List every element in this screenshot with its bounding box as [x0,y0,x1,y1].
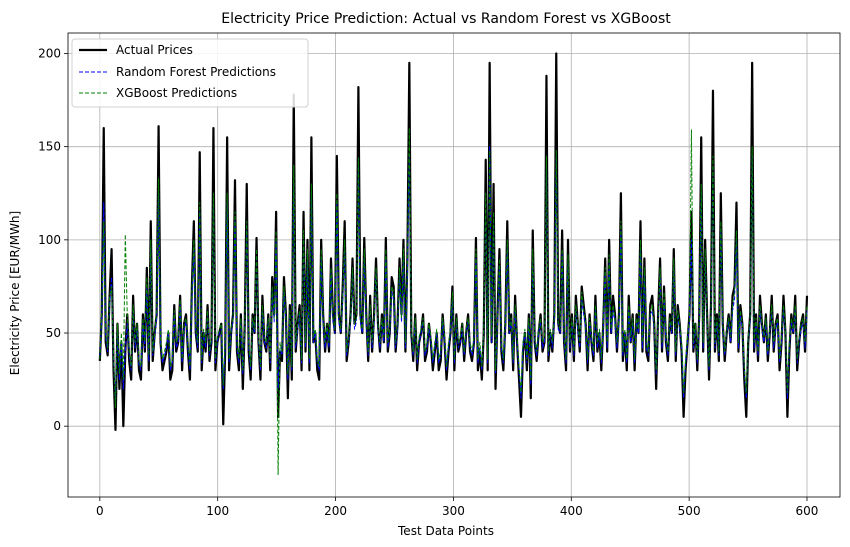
x-tick-label: 0 [96,504,104,518]
series-xgboost-line [99,127,808,476]
legend: Actual Prices Random Forest Predictions … [71,38,309,108]
legend-entry-xgboost: XGBoost Predictions [79,86,237,100]
y-axis: 0 50 100 150 200 [38,46,68,433]
y-tick-label: 150 [38,140,61,154]
y-tick-label: 100 [38,233,61,247]
x-tick-label: 100 [206,504,229,518]
x-tick-label: 500 [678,504,701,518]
chart-title: Electricity Price Prediction: Actual vs … [221,11,671,27]
series-lines [98,52,809,476]
legend-label-actual: Actual Prices [116,43,193,57]
y-tick-label: 0 [53,419,61,433]
x-tick-label: 300 [442,504,465,518]
legend-label-xgboost: XGBoost Predictions [116,86,237,100]
legend-entry-random-forest: Random Forest Predictions [79,65,276,79]
plot-frame [67,32,841,498]
x-tick-label: 600 [796,504,819,518]
y-tick-label: 50 [46,326,61,340]
x-tick-label: 400 [560,504,583,518]
x-axis: 0 100 200 300 400 500 600 [96,497,818,518]
x-axis-label: Test Data Points [397,524,494,538]
legend-entry-actual: Actual Prices [79,43,193,57]
legend-label-random-forest: Random Forest Predictions [116,65,276,79]
legend-box [71,38,309,108]
y-axis-label: Electricity Price [EUR/MWh] [8,211,22,375]
x-tick-label: 200 [324,504,347,518]
y-tick-label: 200 [38,46,61,60]
